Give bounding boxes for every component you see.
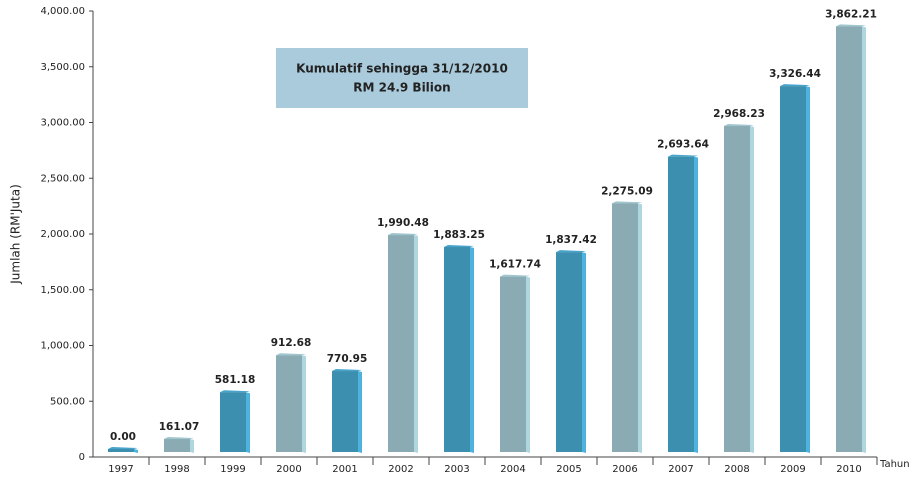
bar-side <box>246 392 250 453</box>
y-tick-label: 500.00 <box>50 396 85 407</box>
bar-top <box>332 369 362 372</box>
bar-top <box>388 233 418 236</box>
value-label: 3,326.44 <box>769 68 821 80</box>
value-label: 161.07 <box>159 421 200 433</box>
y-axis-label: Jumlah (RM'Juta) <box>9 184 23 285</box>
y-tick-label: 2,000.00 <box>40 229 85 240</box>
bar-side <box>302 355 306 453</box>
value-label: 581.18 <box>215 374 256 386</box>
bar-top <box>668 154 698 157</box>
bar <box>836 26 862 452</box>
value-label: 1,990.48 <box>377 217 429 229</box>
bar-side <box>134 449 138 453</box>
bar <box>780 86 806 453</box>
y-tick-label: 3,500.00 <box>40 62 85 73</box>
annotation-line: RM 24.9 Bilion <box>353 81 450 95</box>
bar <box>556 252 582 452</box>
bar-side <box>358 371 362 453</box>
value-label: 1,617.74 <box>489 259 541 271</box>
x-tick-label: 2009 <box>780 464 805 475</box>
bar-top <box>220 390 250 393</box>
x-tick-label: 2005 <box>556 464 581 475</box>
bar-side <box>526 276 530 453</box>
value-label: 1,883.25 <box>433 229 485 241</box>
bar <box>444 247 470 452</box>
value-label: 1,837.42 <box>545 234 597 246</box>
value-label: 2,693.64 <box>657 139 709 151</box>
bar <box>500 276 526 452</box>
y-tick-label: 3,000.00 <box>40 118 85 129</box>
y-tick-label: 4,000.00 <box>40 6 85 17</box>
bar-top <box>108 447 138 449</box>
x-tick-label: 2003 <box>444 464 469 475</box>
bar-side <box>582 252 586 453</box>
bar-top <box>556 250 586 253</box>
value-label: 2,968.23 <box>713 108 765 120</box>
bar-side <box>638 203 642 453</box>
x-tick-label: 2000 <box>276 464 301 475</box>
y-tick-label: 1,500.00 <box>40 285 85 296</box>
x-tick-label: 2010 <box>836 464 861 475</box>
bar-side <box>470 247 474 453</box>
value-label: 912.68 <box>271 337 312 349</box>
x-tick-label: 2002 <box>388 464 413 475</box>
x-tick-label: 2004 <box>500 464 525 475</box>
bar-top <box>780 84 810 87</box>
x-tick-label: 1997 <box>108 464 133 475</box>
x-tick-label: 2006 <box>612 464 637 475</box>
bar-top <box>164 437 194 440</box>
bar-top <box>612 201 642 204</box>
bar-top <box>500 274 530 277</box>
bar-top <box>276 353 306 356</box>
value-label: 3,862.21 <box>825 8 877 20</box>
value-label: 0.00 <box>110 431 136 443</box>
y-tick-label: 2,500.00 <box>40 173 85 184</box>
bar <box>108 449 134 452</box>
bar-side <box>862 26 866 453</box>
bar <box>332 371 358 452</box>
bar-side <box>694 156 698 454</box>
x-axis-label: Tahun <box>879 459 910 470</box>
annotation-line: Kumulatif sehingga 31/12/2010 <box>296 62 508 76</box>
value-label: 2,275.09 <box>601 185 653 197</box>
bar <box>612 203 638 452</box>
annotation-box <box>276 48 528 108</box>
x-tick-label: 2001 <box>332 464 357 475</box>
bar-side <box>190 439 194 453</box>
bar-top <box>724 124 754 127</box>
bar <box>388 235 414 452</box>
x-tick-label: 2008 <box>724 464 749 475</box>
x-tick-label: 1998 <box>164 464 189 475</box>
y-tick-label: 0 <box>79 452 85 463</box>
x-tick-label: 2007 <box>668 464 693 475</box>
bar <box>220 392 246 452</box>
x-tick-label: 1999 <box>220 464 245 475</box>
bar-side <box>750 126 754 453</box>
bar-top <box>444 245 474 248</box>
bar <box>164 439 190 452</box>
bar <box>724 126 750 452</box>
bar <box>668 156 694 453</box>
bar-side <box>806 86 810 454</box>
bar-side <box>414 235 418 453</box>
y-tick-label: 1,000.00 <box>40 341 85 352</box>
bar <box>276 355 302 452</box>
bar-top <box>836 24 866 27</box>
value-label: 770.95 <box>327 353 368 365</box>
